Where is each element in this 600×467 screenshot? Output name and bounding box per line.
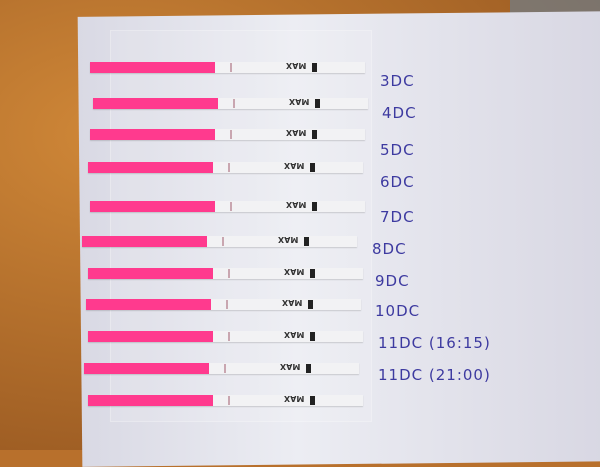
handwritten-label: 4DC <box>382 104 417 122</box>
test-line <box>233 99 235 108</box>
test-strip: MAX <box>86 298 361 310</box>
handwritten-label: 11DC (21:00) <box>378 366 491 384</box>
test-strip: MAX <box>88 394 363 406</box>
handwritten-label: 6DC <box>380 173 415 191</box>
strip-dip-end <box>82 236 207 247</box>
strip-mark <box>310 269 315 278</box>
strip-dip-end <box>88 162 213 173</box>
strip-dip-end <box>88 268 213 279</box>
test-strip: MAX <box>82 235 357 247</box>
strip-dip-end <box>93 98 218 109</box>
test-strip: MAX <box>90 128 365 140</box>
test-line <box>230 63 232 72</box>
strip-mark <box>310 163 315 172</box>
strip-mark <box>308 300 313 309</box>
strip-max-text: MAX <box>286 200 307 209</box>
strip-max-text: MAX <box>284 267 305 276</box>
strip-dip-end <box>84 363 209 374</box>
strip-mark <box>312 130 317 139</box>
strip-max-text: MAX <box>286 128 307 137</box>
strip-max-text: MAX <box>284 161 305 170</box>
handwritten-label: 5DC <box>380 141 415 159</box>
strip-max-text: MAX <box>282 298 303 307</box>
strip-dip-end <box>90 129 215 140</box>
strip-mark <box>306 364 311 373</box>
strip-mark <box>304 237 309 246</box>
handwritten-label: 10DC <box>375 302 421 320</box>
strip-dip-end <box>86 299 211 310</box>
adhesive-tape <box>110 30 372 422</box>
strip-max-text: MAX <box>284 330 305 339</box>
handwritten-label: 7DC <box>380 208 415 226</box>
handwritten-label: 8DC <box>372 240 407 258</box>
test-line <box>228 332 230 341</box>
strip-mark <box>310 332 315 341</box>
strip-max-text: MAX <box>286 61 307 70</box>
test-line <box>228 269 230 278</box>
strip-dip-end <box>88 395 213 406</box>
strip-dip-end <box>90 201 215 212</box>
strip-mark <box>310 396 315 405</box>
test-line <box>224 364 226 373</box>
test-strip: MAX <box>88 161 363 173</box>
strip-max-text: MAX <box>280 362 301 371</box>
strip-mark <box>312 202 317 211</box>
test-line <box>230 202 232 211</box>
test-strip: MAX <box>88 267 363 279</box>
handwritten-label: 3DC <box>380 72 415 90</box>
strip-dip-end <box>90 62 215 73</box>
strip-max-text: MAX <box>284 394 305 403</box>
test-line <box>228 396 230 405</box>
strip-dip-end <box>88 331 213 342</box>
test-strip: MAX <box>90 200 365 212</box>
test-line <box>228 163 230 172</box>
strip-max-text: MAX <box>289 97 310 106</box>
strip-mark <box>312 63 317 72</box>
test-strip: MAX <box>90 61 365 73</box>
strip-mark <box>315 99 320 108</box>
test-strip: MAX <box>93 97 368 109</box>
handwritten-label: 11DC (16:15) <box>378 334 491 352</box>
test-line <box>222 237 224 246</box>
test-strip: MAX <box>88 330 363 342</box>
test-strip: MAX <box>84 362 359 374</box>
test-line <box>226 300 228 309</box>
strip-max-text: MAX <box>278 235 299 244</box>
test-line <box>230 130 232 139</box>
handwritten-label: 9DC <box>375 272 410 290</box>
